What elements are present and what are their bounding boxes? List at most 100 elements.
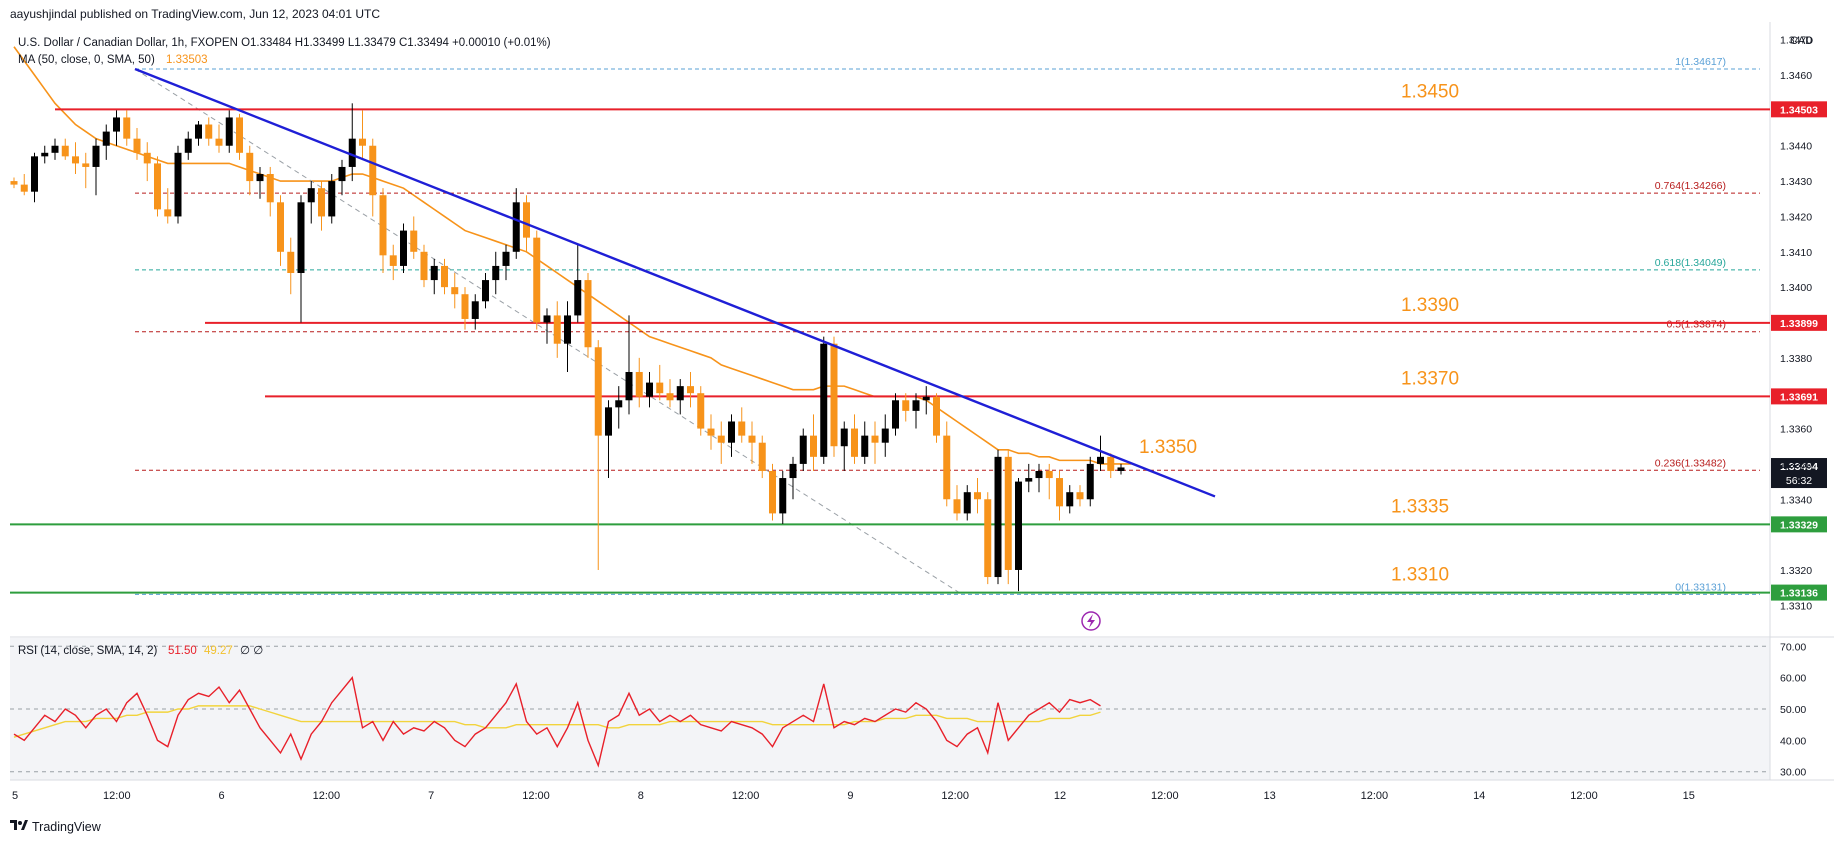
candle-body xyxy=(728,421,735,443)
candle-body xyxy=(143,152,151,164)
candle-body xyxy=(10,181,18,185)
candle-body xyxy=(748,435,756,443)
y-tick-label: 1.3470 xyxy=(1780,35,1812,47)
candle-body xyxy=(605,407,612,436)
trendline-label: 1.3350 xyxy=(1139,437,1197,458)
level-label: 1.3370 xyxy=(1401,368,1459,389)
fib-level-label: 0.764(1.34266) xyxy=(1655,180,1726,192)
candle-body xyxy=(154,163,161,210)
candle-body xyxy=(871,435,879,443)
candle-body xyxy=(820,343,828,457)
y-tick-label: 1.3430 xyxy=(1780,176,1812,188)
candle-body xyxy=(646,382,653,397)
candle-body xyxy=(451,287,459,295)
level-label: 1.3335 xyxy=(1391,496,1449,517)
level-label: 1.3390 xyxy=(1401,295,1459,316)
candle-body xyxy=(318,188,325,217)
candle-body xyxy=(922,396,930,401)
candle-body xyxy=(1066,492,1074,507)
y-tick-label: 1.3350 xyxy=(1780,459,1812,471)
fib-level-label: 0.236(1.33482) xyxy=(1655,457,1726,469)
y-tick-label: 1.3420 xyxy=(1780,211,1812,223)
last-price-countdown: 56:32 xyxy=(1786,475,1812,487)
candle-body xyxy=(830,343,838,447)
level-price-tag-text: 1.33899 xyxy=(1780,318,1818,330)
x-tick-label: 15 xyxy=(1683,790,1695,802)
level-price-tag xyxy=(1771,584,1827,601)
candle-body xyxy=(297,202,305,274)
fib-level-label: 0.618(1.34049) xyxy=(1655,257,1726,269)
candle-body xyxy=(1076,492,1084,500)
x-tick-label: 9 xyxy=(847,790,853,802)
x-tick-label: 12:00 xyxy=(522,790,550,802)
fib-level-label: 0(1.33131) xyxy=(1675,581,1726,593)
candle-body xyxy=(738,421,746,436)
candle-body xyxy=(1015,481,1022,570)
candle-body xyxy=(523,202,530,238)
candle-body xyxy=(389,255,397,266)
candle-body xyxy=(1004,456,1012,570)
candle-body xyxy=(246,152,254,182)
candle-body xyxy=(851,428,858,457)
candle-body xyxy=(31,156,38,192)
candle-body xyxy=(953,499,961,514)
candle-body xyxy=(102,131,110,146)
candle-body xyxy=(574,280,582,316)
candle-body xyxy=(471,301,479,319)
fib-diagonal-line xyxy=(134,68,963,595)
x-tick-label: 12:00 xyxy=(941,790,969,802)
y-tick-label: 1.3310 xyxy=(1780,600,1812,612)
candle-body xyxy=(533,237,541,323)
candle-body xyxy=(769,470,776,514)
x-tick-label: 12:00 xyxy=(1570,790,1598,802)
candle-body xyxy=(133,138,141,153)
ma-label: MA (50, close, 0, SMA, 50) xyxy=(18,54,155,66)
candle-body xyxy=(461,294,469,319)
x-tick-label: 6 xyxy=(219,790,225,802)
candle-body xyxy=(287,251,295,274)
candle-body xyxy=(92,145,100,167)
candle-body xyxy=(912,400,920,411)
level-price-tag xyxy=(1771,388,1827,405)
fib-level-label: 0.5(1.33874) xyxy=(1666,319,1726,331)
level-price-tag-text: 1.33329 xyxy=(1780,519,1818,531)
rsi-y-tick-label: 30.00 xyxy=(1780,767,1806,779)
rsi-extra: ∅ ∅ xyxy=(240,645,263,657)
y-tick-label: 1.3410 xyxy=(1780,247,1812,259)
candle-body xyxy=(707,428,715,436)
ma-value: 1.33503 xyxy=(166,54,208,66)
candle-body xyxy=(799,435,807,464)
tradingview-logo-icon xyxy=(10,820,28,830)
candle-body xyxy=(1086,463,1094,500)
candle-body xyxy=(892,400,899,429)
lightning-icon[interactable] xyxy=(1081,611,1101,631)
rsi-ma-line xyxy=(13,705,1101,738)
level-price-tag-text: 1.33691 xyxy=(1780,391,1818,403)
rsi-label: RSI (14, close, SMA, 14, 2) xyxy=(18,645,158,657)
candle-body xyxy=(615,400,623,408)
publisher-line: aayushjindal published on TradingView.co… xyxy=(10,7,380,21)
candle-body xyxy=(113,117,120,132)
x-tick-label: 12:00 xyxy=(732,790,760,802)
level-price-tag xyxy=(1771,101,1827,118)
candle-body xyxy=(779,478,787,514)
ma-line xyxy=(13,46,1132,465)
rsi-y-tick-label: 50.00 xyxy=(1780,704,1806,716)
candle-body xyxy=(635,371,643,397)
x-tick-label: 7 xyxy=(428,790,434,802)
candle-body xyxy=(687,386,694,394)
candle-body xyxy=(758,442,766,471)
candle-body xyxy=(164,209,172,217)
candle-body xyxy=(236,117,243,153)
y-tick-label: 1.3460 xyxy=(1780,70,1812,82)
candle-body xyxy=(861,435,869,457)
candle-body xyxy=(994,456,1002,578)
candle-body xyxy=(1035,470,1043,479)
candle-body xyxy=(666,393,674,401)
candle-body xyxy=(625,371,633,401)
rsi-line xyxy=(13,676,1101,768)
rsi-ma-value: 49.27 xyxy=(204,645,233,657)
level-label: 1.3450 xyxy=(1401,81,1459,102)
candle-body xyxy=(266,174,274,203)
candle-body xyxy=(359,138,366,146)
